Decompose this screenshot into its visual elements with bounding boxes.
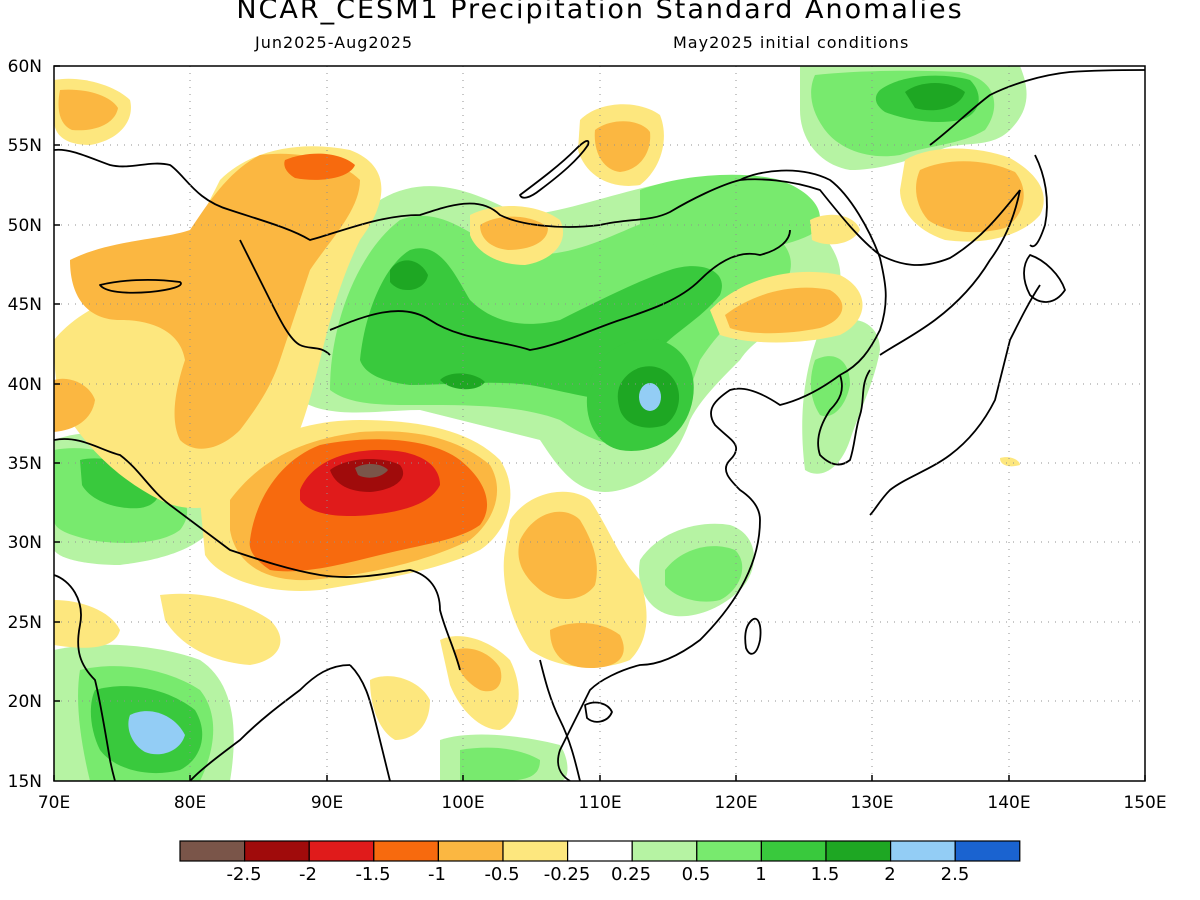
colorbar-label: 0.25 [611, 864, 651, 885]
baikal-lake [519, 139, 590, 199]
anomaly-field [54, 66, 1145, 781]
lon-label: 90E [311, 793, 343, 813]
india-coast [54, 574, 116, 781]
initial-conditions-label: May2025 initial conditions [673, 33, 910, 52]
lon-label: 140E [987, 793, 1030, 813]
colorbar [179, 840, 1021, 862]
fareast-wet-darker [905, 83, 965, 111]
west-siberia-dry-mid [58, 89, 118, 131]
russia-border [54, 148, 1021, 266]
colorbar-swatch [889, 840, 956, 862]
japan-coast [869, 284, 1041, 516]
lat-label: 30N [8, 533, 42, 553]
guangxi-dry [550, 623, 624, 668]
period-label: Jun2025-Aug2025 [255, 33, 414, 52]
okhotsk-coast [929, 69, 1145, 146]
colorbar-label: -2.5 [226, 864, 261, 885]
taiwan-coast [744, 617, 762, 655]
balkhash-lake [99, 278, 182, 294]
india-wet-peak [128, 711, 185, 755]
tibet-dry-brown [355, 464, 388, 478]
south-china-dry-mid [518, 511, 597, 600]
colorbar-label: -1.5 [355, 864, 390, 885]
baikal-dry-mid [594, 121, 651, 172]
colorbar-labels: -2.5 -2 -1.5 -1 -0.5 -0.25 0.25 0.5 1 1.… [226, 864, 969, 885]
india-east-coast [189, 664, 351, 781]
lon-label: 80E [174, 793, 206, 813]
indochina-coast [349, 664, 391, 781]
se-china-wet-mid [665, 546, 743, 602]
manchuria-wet [640, 174, 820, 256]
lon-label: 120E [714, 793, 757, 813]
myanmar-dry [370, 676, 430, 740]
lat-label: 15N [8, 772, 42, 792]
kaz-china-border [239, 239, 331, 356]
colorbar-label: -2 [299, 864, 317, 885]
manchuria-dry-mid [725, 287, 843, 334]
lat-label: 55N [8, 136, 42, 156]
lon-label: 100E [441, 793, 484, 813]
bengal-dry [160, 593, 281, 665]
colorbar-label: 2.5 [941, 864, 970, 885]
colorbar-swatch [437, 840, 504, 862]
colorbar-swatch [502, 840, 569, 862]
lon-label: 150E [1123, 793, 1166, 813]
laos-dry-mid [455, 648, 502, 692]
lat-label: 25N [8, 613, 42, 633]
colorbar-label: -1 [428, 864, 446, 885]
mongolia-china-border [329, 229, 791, 351]
graticule [54, 66, 1145, 781]
japan-sea-dry [1000, 457, 1020, 467]
hainan-coast [584, 701, 613, 723]
korea-coast [817, 369, 871, 466]
map-title: NCAR_CESM1 Precipitation Standard Anomal… [236, 0, 964, 25]
colorbar-swatch [566, 840, 633, 862]
colorbar-swatch [244, 840, 310, 862]
colorbar-label: 2 [884, 864, 895, 885]
colorbar-swatch [308, 840, 375, 862]
vietnam-coast [539, 659, 581, 781]
amur-border [739, 169, 887, 376]
himalaya-border [54, 438, 461, 671]
lat-label: 20N [8, 692, 42, 712]
axis-ticks [53, 65, 1146, 781]
lat-label: 35N [8, 454, 42, 474]
colorbar-label: 1.5 [811, 864, 840, 885]
hokkaido-coast [1023, 254, 1066, 303]
arabian-dry [54, 600, 120, 648]
colorbar-label: 0.5 [682, 864, 711, 885]
sw-kaz-dry [54, 378, 95, 432]
primorye-coast [879, 189, 1021, 356]
gobi-wet-darker [390, 260, 428, 291]
west-china-dry-mid [70, 153, 360, 449]
colorbar-label: -0.25 [544, 864, 591, 885]
colorbar-swatch [696, 840, 762, 862]
north-china-wet-peak [639, 383, 661, 411]
kaz-dry-peak [284, 153, 355, 180]
coastlines [54, 69, 1145, 781]
lat-labels: 60N 55N 50N 45N 40N 35N 30N 25N 20N 15N [8, 57, 42, 792]
lat-label: 45N [8, 295, 42, 315]
lon-label: 70E [38, 793, 70, 813]
colorbar-swatch [954, 840, 1021, 862]
colorbar-label: 1 [755, 864, 766, 885]
lat-label: 40N [8, 375, 42, 395]
colorbar-swatch [631, 840, 698, 862]
lat-label: 60N [8, 57, 42, 77]
lon-label: 110E [578, 793, 621, 813]
china-east-coast [557, 374, 841, 781]
colorbar-label: -0.5 [484, 864, 519, 885]
colorbar-swatch [760, 840, 827, 862]
sakhalin-coast [1029, 154, 1048, 248]
colorbar-swatch [825, 840, 892, 862]
lat-label: 50N [8, 216, 42, 236]
okhotsk-dry-mid [916, 161, 1024, 233]
colorbar-swatch [373, 840, 439, 862]
colorbar-swatch [179, 840, 246, 862]
lon-label: 130E [850, 793, 893, 813]
lon-labels: 70E 80E 90E 100E 110E 120E 130E 140E 150… [38, 793, 1167, 813]
indochina-wet-mid [460, 747, 540, 781]
korea-wet-mid [810, 356, 850, 417]
